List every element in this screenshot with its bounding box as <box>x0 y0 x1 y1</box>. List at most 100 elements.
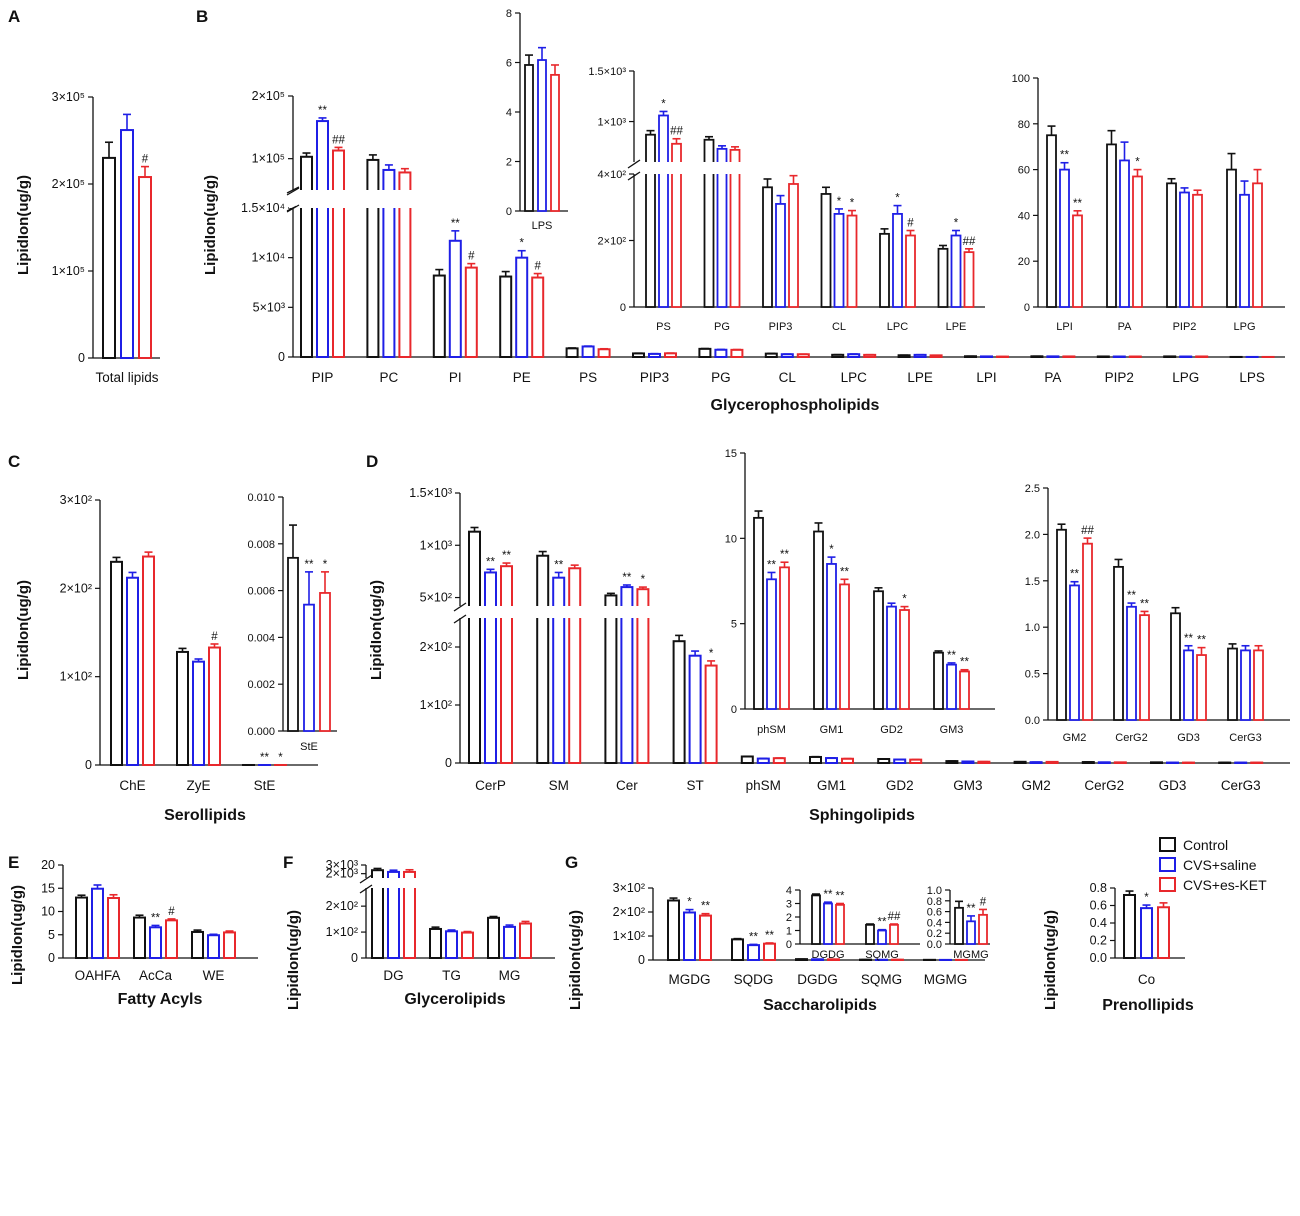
panel-label-C: C <box>8 452 20 471</box>
bar-CL-CVS+saline <box>833 212 845 308</box>
bar-AcCa-CVS+es-KET <box>165 919 178 960</box>
category-label: LPI <box>976 370 996 385</box>
plot-break-band <box>637 163 982 173</box>
significance-mark: ** <box>318 105 327 117</box>
plot-break-band <box>463 607 683 617</box>
significance-mark: ** <box>554 559 563 571</box>
x-axis-title: Saccharolipids <box>763 997 877 1014</box>
bar-PS-Control <box>565 347 579 359</box>
axis-break-gap <box>289 190 297 208</box>
bar-WE-CVS+es-KET <box>223 931 236 959</box>
significance-mark: * <box>1135 157 1140 169</box>
bar-MGMG-CVS+es-KET <box>978 913 988 945</box>
bar-MGMG-CVS+saline <box>966 920 976 945</box>
y-tick-label: 3×10⁵ <box>52 90 85 104</box>
category-label: GD2 <box>886 778 914 793</box>
axis-break-mark <box>286 187 300 196</box>
significance-mark: ** <box>1140 598 1149 610</box>
y-tick-label: 4 <box>506 107 512 119</box>
bar-CL-Control <box>820 193 832 308</box>
bar-LPG-CVS+saline <box>1239 193 1250 308</box>
y-tick-label: 0.4 <box>927 917 942 929</box>
bar-AcCa-CVS+saline <box>149 926 162 959</box>
y-tick-label: 1×10³ <box>420 538 452 552</box>
bar-SQMG-CVS+es-KET <box>889 923 899 945</box>
bar-LPI-CVS+es-KET <box>1072 214 1083 308</box>
category-label: GM1 <box>817 778 846 793</box>
category-label: PIP3 <box>769 321 793 333</box>
bar-CerP-CVS+saline <box>484 571 497 764</box>
significance-mark: ** <box>1060 150 1069 162</box>
panel-B-inset-PS: 0 2×10² 4×10² 1×10³ 1.5×10³ * ## PS PG PIP3 * * CL * #… <box>588 66 985 333</box>
bar-GD2-Control <box>873 590 884 710</box>
legend-swatch <box>1159 877 1176 892</box>
significance-mark: ** <box>1197 635 1206 647</box>
bar-phSM-Control <box>753 516 764 710</box>
y-tick-label: 0 <box>506 206 512 218</box>
y-tick-label: 3×10² <box>613 881 645 895</box>
y-tick-label: 0.000 <box>247 726 275 738</box>
bar-GM3-Control <box>933 651 944 710</box>
significance-mark: ** <box>967 903 976 915</box>
bar-GM3-CVS+es-KET <box>959 670 970 710</box>
significance-mark: * <box>709 648 714 660</box>
bar-Co-CVS+es-KET <box>1157 906 1170 959</box>
panel-label-F: F <box>283 853 293 872</box>
y-tick-label: 5×10² <box>420 591 452 605</box>
significance-mark: ** <box>451 218 460 230</box>
bar-LPI-CVS+saline <box>1059 168 1070 308</box>
panel-label-E: E <box>8 853 19 872</box>
category-label: CL <box>779 370 797 385</box>
significance-mark: ** <box>151 912 160 924</box>
y-tick-label: 0.2 <box>1090 934 1107 948</box>
bar-phSM-CVS+saline <box>766 578 777 710</box>
category-label: CerG3 <box>1221 778 1261 793</box>
y-tick-label: 100 <box>1012 73 1030 85</box>
significance-mark: ## <box>888 911 901 923</box>
bar-PIP-CVS+saline <box>316 120 329 358</box>
y-tick-label: 1.5×10⁴ <box>241 201 285 215</box>
category-label: LPC <box>841 370 868 385</box>
significance-mark: * <box>850 198 855 210</box>
significance-mark: * <box>661 98 666 110</box>
bar-Co-CVS+saline <box>1140 907 1153 959</box>
bar-MG-Control <box>487 916 500 960</box>
significance-mark: ** <box>780 549 789 561</box>
category-label: LPS <box>1239 370 1265 385</box>
bar-CerP-CVS+es-KET <box>500 565 513 764</box>
y-tick-label: 1×10³ <box>598 117 627 129</box>
category-label: GM2 <box>1063 732 1087 744</box>
bar-ZyE-CVS+saline <box>192 660 205 767</box>
y-tick-label: 0.0 <box>927 939 942 951</box>
y-tick-label: 0.004 <box>247 632 275 644</box>
y-tick-label: 15 <box>41 881 55 895</box>
bar-PIP3-Control <box>762 186 773 308</box>
panel-A: 0 1×10⁵ 2×10⁵ 3×10⁵ # Total lipids LipidIon(ug… <box>15 90 160 385</box>
bar-AcCa-Control <box>133 916 146 959</box>
y-tick-label: 5 <box>48 928 55 942</box>
significance-mark: ** <box>765 930 774 942</box>
y-tick-label: 0 <box>78 351 85 365</box>
significance-mark: # <box>534 261 541 273</box>
significance-mark: * <box>895 193 900 205</box>
y-tick-label: 0 <box>445 756 452 770</box>
category-label: LPE <box>946 321 967 333</box>
y-tick-label: 0.0 <box>1025 715 1040 727</box>
significance-mark: ** <box>1070 569 1079 581</box>
legend-label: CVS+es-KET <box>1183 877 1267 893</box>
y-axis-label: LipidIon(ug/g) <box>567 910 584 1010</box>
axis-break-mark <box>286 204 300 213</box>
bar-PIP2-CVS+saline <box>1179 191 1190 308</box>
bar-ST-CVS+saline <box>688 654 702 765</box>
bar-GM1-Control <box>813 530 824 710</box>
bar-MGDG-Control <box>667 899 680 961</box>
significance-mark: ** <box>749 931 758 943</box>
category-label: SM <box>549 778 569 793</box>
bar-SQDG-CVS+es-KET <box>763 942 776 961</box>
bar-PG-Control <box>698 347 712 359</box>
bar-PI-CVS+saline <box>448 239 462 358</box>
significance-mark: * <box>902 594 907 606</box>
y-tick-label: 40 <box>1018 210 1030 222</box>
